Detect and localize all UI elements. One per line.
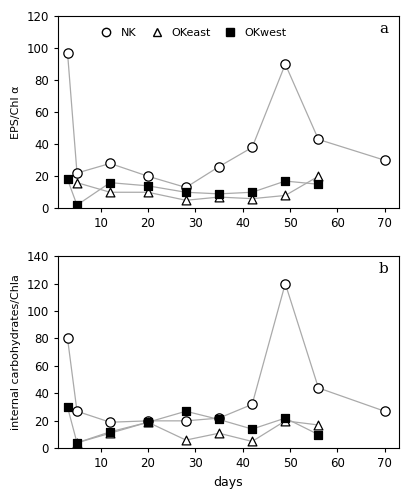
Point <box>144 418 151 426</box>
Point <box>107 160 113 168</box>
Text: b: b <box>378 262 388 276</box>
Point <box>281 177 288 185</box>
Point <box>182 436 189 444</box>
Point <box>74 439 80 447</box>
Point <box>182 184 189 192</box>
Point <box>182 196 189 204</box>
Point <box>380 407 387 415</box>
Point <box>315 172 321 180</box>
Point <box>215 193 222 201</box>
Point <box>315 421 321 429</box>
X-axis label: days: days <box>213 476 243 489</box>
Point <box>74 169 80 177</box>
Point <box>107 188 113 196</box>
Y-axis label: EPS/Chl α: EPS/Chl α <box>11 86 21 139</box>
Point <box>215 190 222 198</box>
Point <box>107 418 113 426</box>
Point <box>144 418 151 426</box>
Point <box>64 49 71 57</box>
Point <box>107 429 113 437</box>
Point <box>64 176 71 184</box>
Point <box>281 60 288 68</box>
Point <box>215 429 222 437</box>
Point <box>107 178 113 186</box>
Point <box>144 417 151 425</box>
Point <box>380 156 387 164</box>
Y-axis label: internal carbohydrates/Chla: internal carbohydrates/Chla <box>11 274 21 430</box>
Point <box>248 144 255 152</box>
Point <box>215 162 222 170</box>
Point <box>182 188 189 196</box>
Legend: NK, OKeast, OKwest: NK, OKeast, OKwest <box>91 24 291 42</box>
Point <box>281 192 288 200</box>
Point <box>248 188 255 196</box>
Point <box>64 334 71 342</box>
Point <box>281 280 288 287</box>
Point <box>144 182 151 190</box>
Point <box>315 136 321 143</box>
Point <box>74 407 80 415</box>
Point <box>248 425 255 433</box>
Point <box>281 414 288 422</box>
Point <box>248 194 255 202</box>
Text: a: a <box>379 22 388 36</box>
Point <box>107 428 113 436</box>
Point <box>315 430 321 438</box>
Point <box>182 407 189 415</box>
Point <box>248 438 255 446</box>
Point <box>74 178 80 186</box>
Point <box>182 417 189 425</box>
Point <box>74 439 80 447</box>
Point <box>248 400 255 408</box>
Point <box>215 416 222 424</box>
Point <box>281 417 288 425</box>
Point <box>144 172 151 180</box>
Point <box>74 201 80 209</box>
Point <box>215 414 222 422</box>
Point <box>144 188 151 196</box>
Point <box>315 384 321 392</box>
Point <box>64 403 71 411</box>
Point <box>315 180 321 188</box>
